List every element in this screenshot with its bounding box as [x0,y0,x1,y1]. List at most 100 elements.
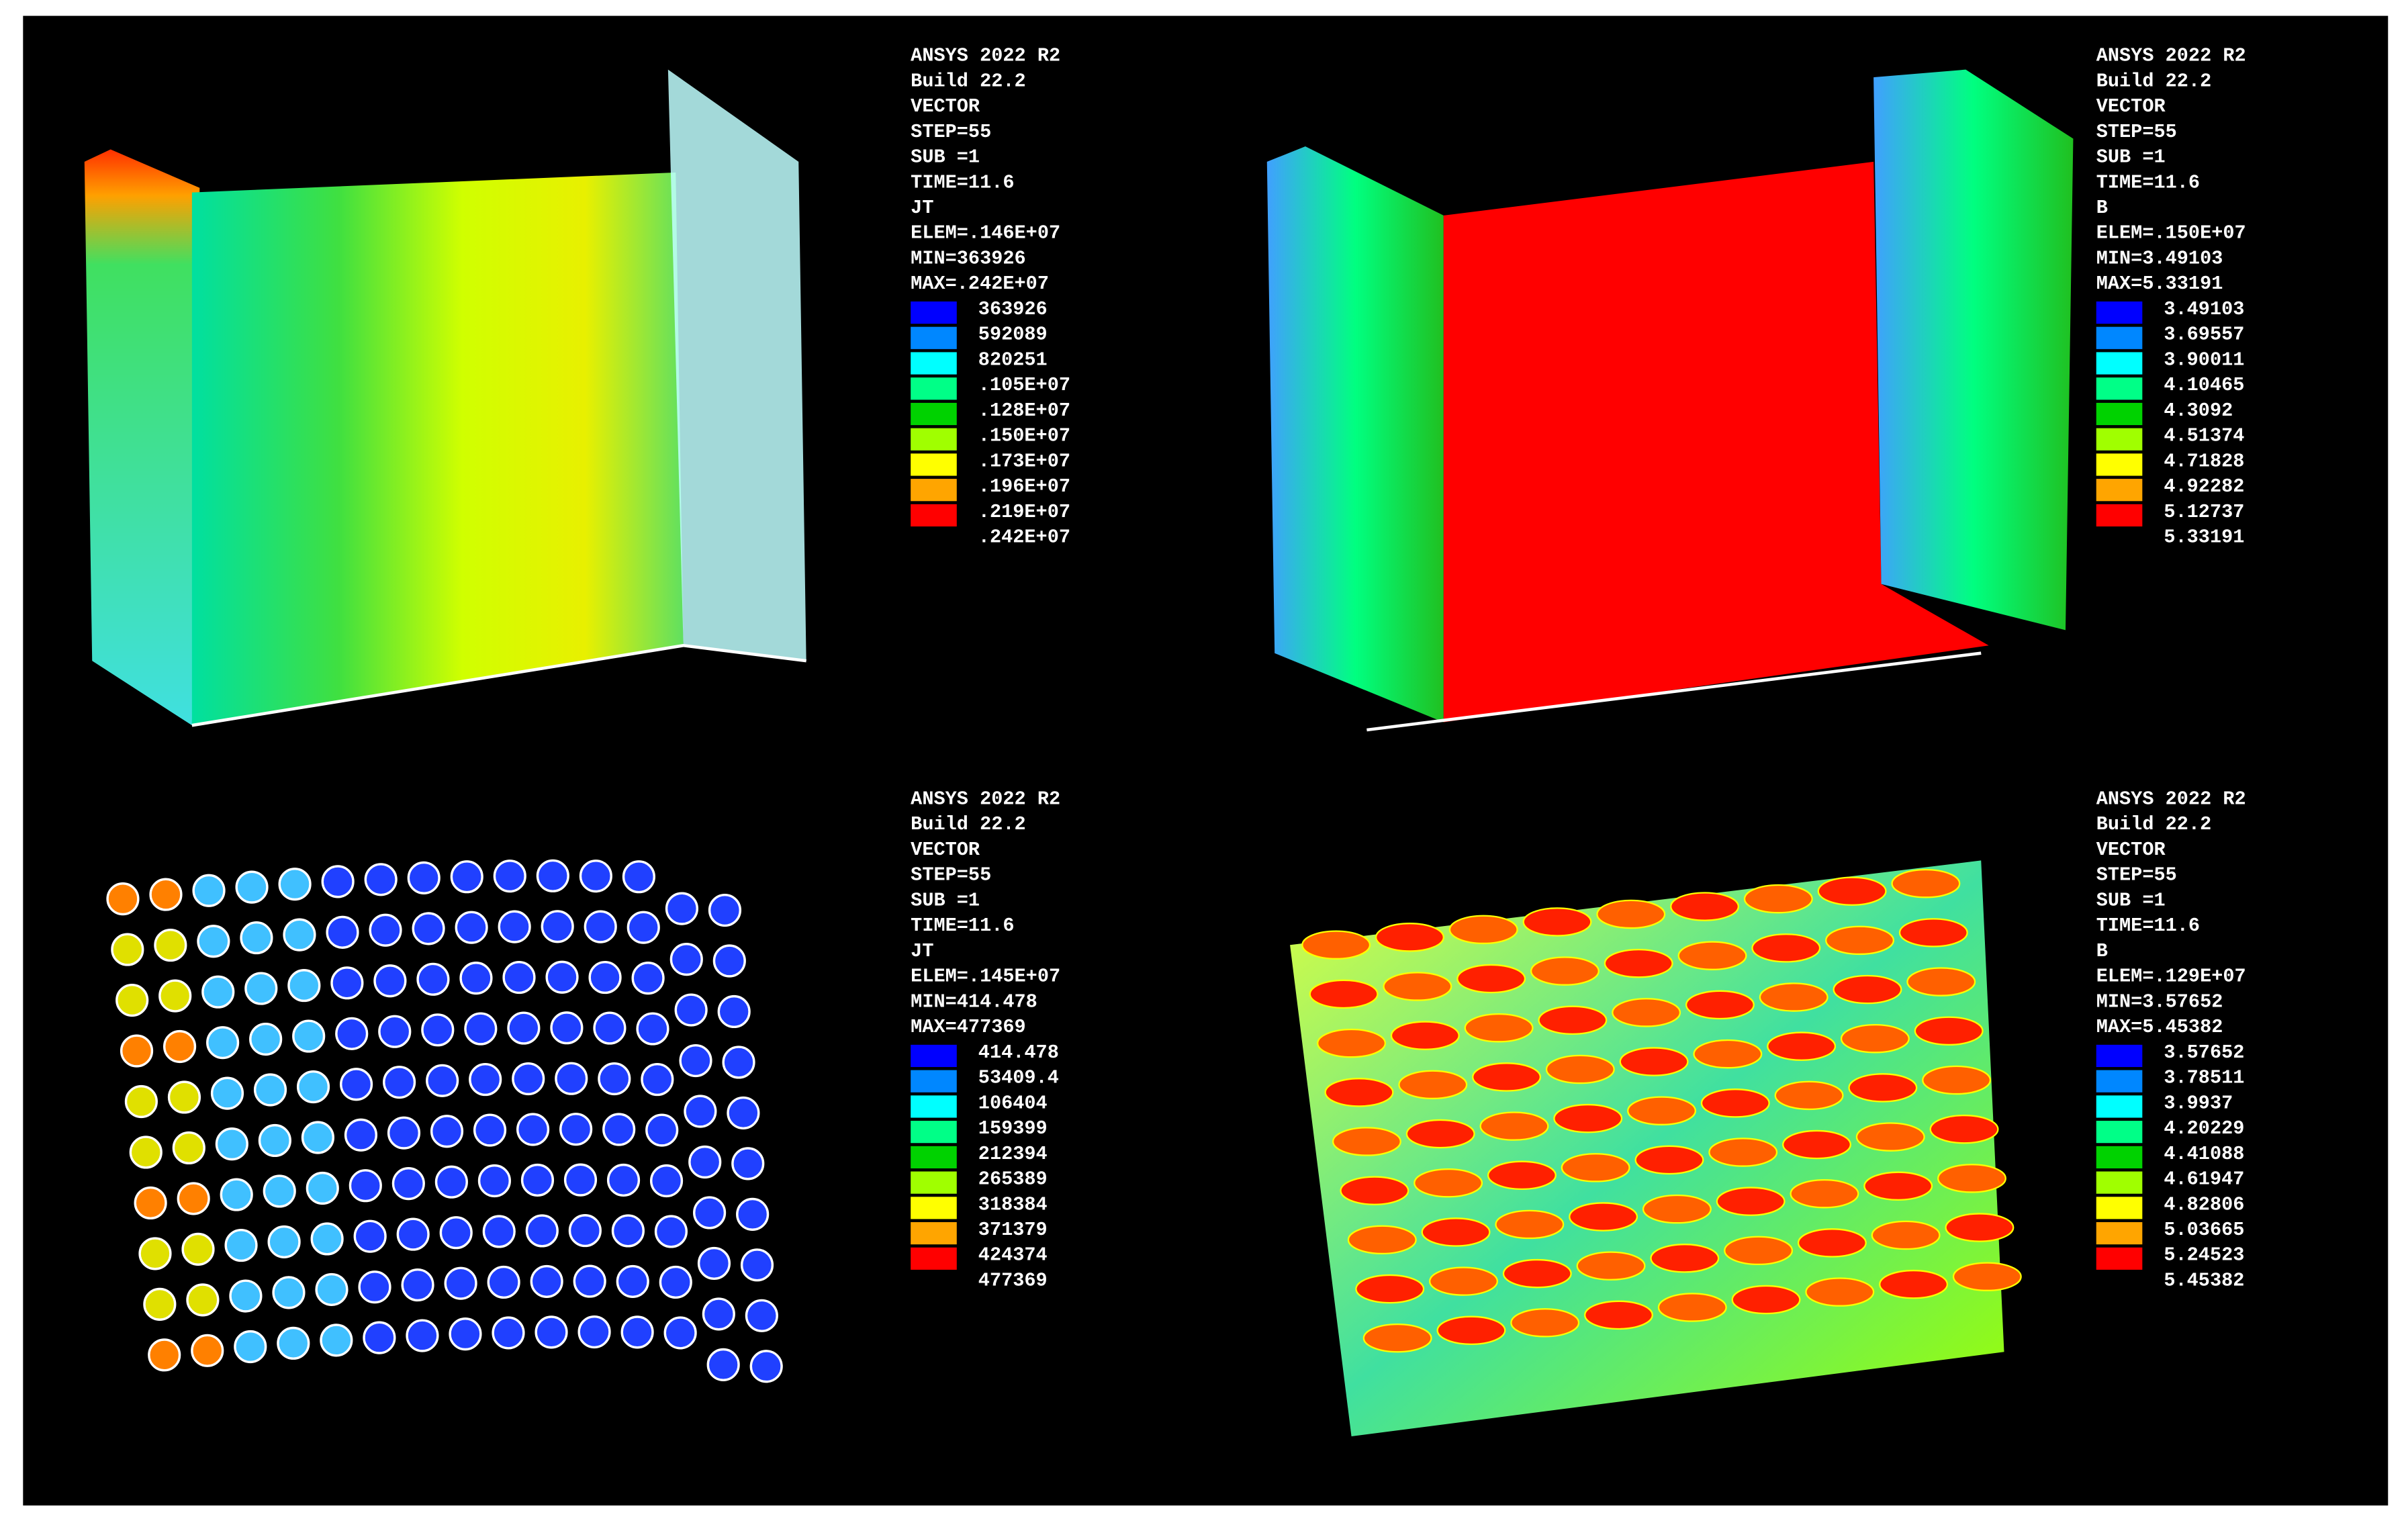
info-line: JT [911,197,933,219]
vector-node [674,993,708,1027]
edge [191,643,806,727]
info-line: JT [911,940,933,962]
legend-label: 5.03665 [2164,1219,2244,1241]
legend-label: 3.78511 [2164,1067,2244,1089]
vector-node [1657,1293,1727,1322]
vector-node [315,1272,349,1307]
vector-node [234,1330,267,1364]
legend-swatch [2096,326,2143,349]
vector-node [278,868,312,901]
vector-node [688,1145,722,1179]
vector-node [492,1316,525,1350]
vector-node [1879,1269,1949,1299]
vector-node [697,1246,731,1281]
legend-swatch [2096,1121,2143,1144]
legend-swatch [911,1146,957,1168]
legend-label: 414.478 [978,1041,1059,1064]
vector-node [1774,1080,1844,1111]
legend-label: .105E+07 [978,374,1070,396]
vector-node [1405,1119,1475,1149]
legend-swatch [2096,1247,2143,1270]
vector-node [335,1017,369,1050]
vector-node [229,1279,263,1313]
info-line: Build 22.2 [2096,813,2212,835]
vector-node [1309,979,1379,1009]
vector-node [1790,1178,1859,1209]
vector-node [1906,967,1976,997]
vector-node [731,1147,765,1180]
vector-node [706,1348,740,1381]
vector-node [197,925,230,958]
legend-swatch [911,1070,957,1093]
vector-node [1825,925,1895,956]
legend-swatch [2096,301,2143,324]
legend-swatch [911,1171,957,1194]
vector-node [258,1123,291,1158]
legend-label: 318384 [978,1193,1048,1215]
vector-node [535,1315,568,1349]
vector-node [277,1326,310,1360]
vector-node [577,1315,611,1349]
left-wall [84,149,200,726]
vector-node [1634,1145,1704,1175]
legend-label: .128E+07 [978,400,1070,422]
vector-node [1429,1266,1498,1296]
info-line: TIME=11.6 [911,915,1014,937]
vector-node [283,918,316,952]
vector-node [1398,1070,1468,1100]
vector-node [272,1276,306,1309]
vector-node [645,1113,679,1147]
vector-node [545,960,579,994]
vector-node [1495,1209,1565,1240]
vector-node [579,860,612,893]
legend-swatch [911,1044,957,1068]
vector-node [1414,1168,1483,1198]
vector-node [249,1022,283,1056]
info-line: ANSYS 2022 R2 [911,788,1060,810]
left-wall [1266,146,1444,723]
vector-node [1817,876,1887,906]
vector-node [459,962,493,995]
vector-node [1642,1194,1712,1224]
legend-label: 3.69557 [2164,324,2244,346]
vector-node [1797,1228,1867,1258]
main-plane [1443,161,1989,723]
vector-node [1553,1103,1623,1133]
vector-node [473,1113,507,1147]
vector-node [1375,923,1444,952]
vector-node [482,1215,516,1248]
legend-label: 363926 [978,298,1048,320]
legend-swatch [2096,1044,2143,1068]
info-line: ELEM=.150E+07 [2096,222,2246,244]
legend-label: 159399 [978,1117,1048,1140]
vector-node [1436,1315,1506,1345]
decoration [106,859,2022,1383]
vector-node [455,911,488,944]
vector-node [550,1011,584,1045]
vector-node [525,1214,559,1248]
info-line: MAX=5.45382 [2096,1016,2223,1038]
legend-label: 477369 [978,1269,1048,1291]
legend-swatch [2096,1095,2143,1118]
legend-label: .173E+07 [978,450,1070,472]
vector-node [344,1118,378,1152]
vector-node [641,1062,674,1097]
vector-node [520,1163,555,1197]
vector-node [636,1012,669,1046]
legend-swatch [911,301,957,324]
info-line: MAX=.242E+07 [911,273,1049,295]
vector-node [224,1228,258,1262]
vector-node [1731,1285,1801,1315]
vector-node [450,860,483,894]
vector-node [722,1046,755,1079]
vector-node [568,1214,602,1248]
vector-node [584,910,617,943]
legend-label: 4.61947 [2164,1168,2244,1191]
vector-node [536,859,569,892]
vector-node [1929,1114,1999,1144]
vector-node [369,913,402,947]
info-line: Build 22.2 [911,70,1026,92]
info-line: STEP=55 [2096,864,2177,886]
vector-node [416,962,450,996]
legend-swatch [2096,1197,2143,1219]
